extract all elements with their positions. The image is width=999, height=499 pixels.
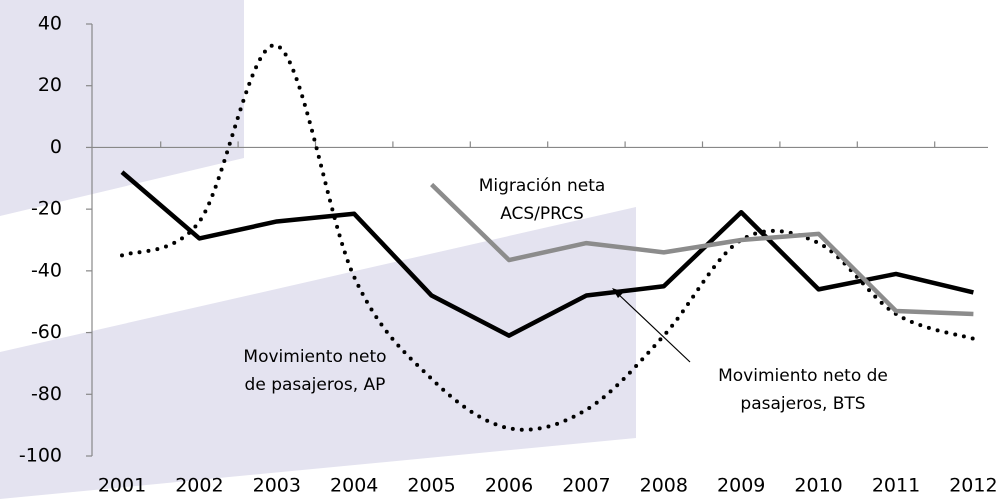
y-tick-label: 0 [50,136,62,158]
annotation: de pasajeros, AP [245,375,386,395]
x-tick-label: 2011 [872,475,920,497]
x-tick-label: 2009 [717,475,765,497]
x-tick-label: 2001 [98,475,146,497]
x-tick-label: 2007 [562,475,610,497]
y-tick-label: -100 [19,445,62,467]
x-tick-label: 2003 [253,475,301,497]
x-tick-label: 2004 [330,475,378,497]
annotation: Movimiento neto [243,347,386,367]
y-tick-label: -20 [31,198,62,220]
x-tick-label: 2005 [407,475,455,497]
line [120,170,974,338]
line [430,182,974,317]
background-shape [0,207,636,499]
x-tick-label: 2002 [175,475,223,497]
x-tick-label: 2010 [794,475,842,497]
annotation: Migración neta [479,176,606,196]
x-tick-label: 2006 [485,475,533,497]
y-tick-label: 20 [38,74,62,96]
y-tick-label: -60 [31,321,62,343]
annotation-arrow [615,291,691,363]
y-tick-label: -40 [31,259,62,281]
y-tick-label: -80 [31,383,62,405]
annotation: ACS/PRCS [500,204,584,224]
annotation: pasajeros, BTS [740,394,865,414]
annotation-arrowhead [612,288,624,298]
annotation: Movimiento neto de [718,366,888,386]
y-tick-label: 40 [38,13,62,35]
x-tick-label: 2008 [640,475,688,497]
background-shape [0,0,244,216]
x-tick-label: 2012 [949,475,997,497]
